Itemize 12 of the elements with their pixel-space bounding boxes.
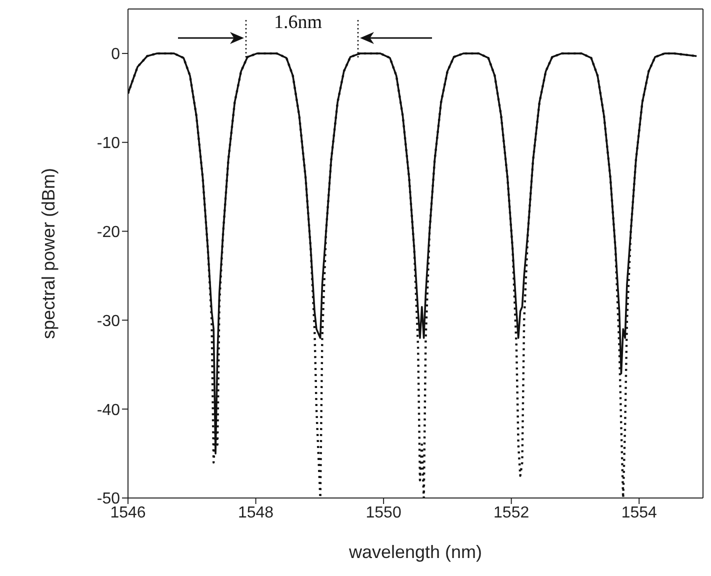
- y-tick-label: -30: [96, 312, 120, 330]
- x-tick-label: 1554: [621, 504, 658, 522]
- x-tick-label: 1550: [366, 504, 402, 522]
- annotation: 1.6nm: [272, 12, 324, 34]
- y-tick-label: -40: [96, 402, 120, 419]
- y-tick-label: 0: [111, 46, 120, 64]
- x-tick-label: 1552: [494, 504, 530, 522]
- y-axis-title: spectral power (dBm): [38, 168, 58, 340]
- x-tick-label: 1548: [238, 504, 274, 522]
- x-axis-title: wavelength (nm): [348, 542, 482, 562]
- y-tick-label: -20: [96, 224, 120, 241]
- y-tick-label: -10: [96, 135, 120, 152]
